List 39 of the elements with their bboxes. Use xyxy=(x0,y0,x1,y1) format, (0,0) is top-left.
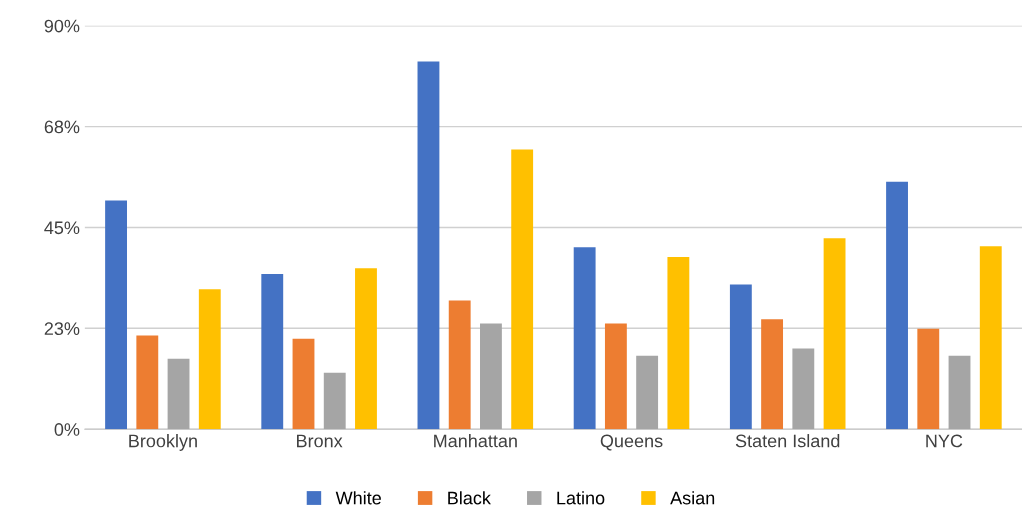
bar xyxy=(761,319,784,430)
x-tick-label: Staten Island xyxy=(735,434,840,448)
bar xyxy=(198,289,221,430)
bar xyxy=(823,238,846,430)
bar xyxy=(979,246,1002,430)
bar xyxy=(573,247,596,430)
legend-label: Black xyxy=(448,491,491,505)
bar xyxy=(105,200,127,430)
bar xyxy=(886,181,908,430)
bar xyxy=(667,257,690,430)
bar xyxy=(292,338,315,430)
x-tick-label: NYC xyxy=(926,434,963,448)
bar xyxy=(792,348,815,430)
bar xyxy=(167,358,190,430)
x-tick-label: Queens xyxy=(600,434,663,451)
y-tick-label: 68% xyxy=(44,120,80,134)
bar xyxy=(448,300,471,430)
x-tick-label: Brooklyn xyxy=(129,434,197,451)
bar xyxy=(604,323,627,430)
bar xyxy=(323,372,346,430)
x-tick-label: Bronx xyxy=(297,434,343,448)
x-tick-label: Manhattan xyxy=(434,434,517,448)
bar xyxy=(636,355,659,430)
legend-label: Asian xyxy=(670,491,715,505)
bar xyxy=(136,335,159,430)
y-tick-label: 0% xyxy=(54,423,80,436)
bar xyxy=(355,268,377,430)
bar xyxy=(261,274,284,430)
legend-label: Latino xyxy=(557,491,605,505)
y-tick-label: 90% xyxy=(44,19,80,33)
y-tick-label: 23% xyxy=(44,322,80,336)
bar xyxy=(417,61,440,430)
bar xyxy=(729,284,752,430)
bar xyxy=(948,355,971,430)
bar xyxy=(917,328,940,430)
y-tick-label: 45% xyxy=(44,221,80,235)
bar xyxy=(511,149,534,430)
legend-label: White xyxy=(335,491,381,505)
bar xyxy=(480,323,502,430)
